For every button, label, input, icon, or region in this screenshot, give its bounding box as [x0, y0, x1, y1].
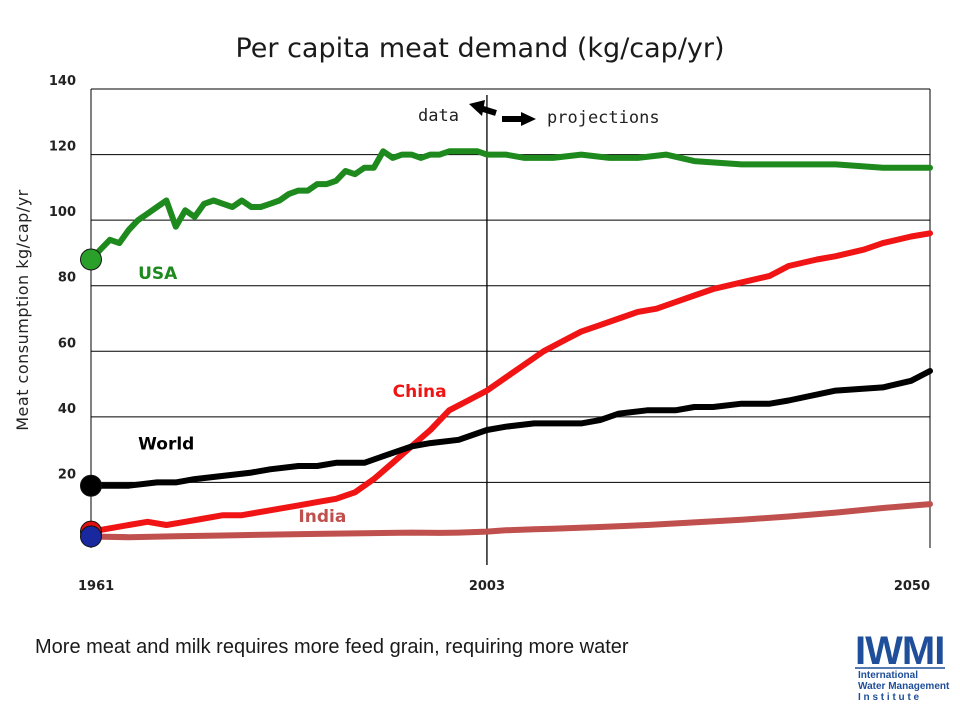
iwmi-logo: IWMI International Water Management I n … — [855, 629, 950, 703]
series-line-usa — [88, 148, 933, 263]
x-axis-ticks: 1961 2003 2050 — [78, 579, 930, 594]
projections-label: projections — [547, 108, 660, 128]
series-labels: USA World China India — [138, 264, 447, 527]
marker-usa — [80, 248, 102, 271]
series-line-india — [88, 501, 933, 541]
x-tick-label: 2050 — [894, 579, 930, 594]
logo-line-2: Water Management — [858, 681, 950, 692]
series-label-china: China — [393, 382, 447, 402]
y-tick-label: 80 — [58, 271, 76, 286]
y-tick-label: 20 — [58, 467, 76, 482]
left-arrow-icon — [469, 100, 497, 116]
logo-line-1: International — [858, 670, 918, 681]
series-label-world: World — [138, 435, 194, 455]
y-tick-label: 40 — [58, 402, 76, 417]
data-label: data — [418, 106, 459, 126]
logo-acronym: IWMI — [855, 629, 944, 673]
data-projections-annotation: data projections — [418, 100, 660, 128]
x-tick-label: 2003 — [469, 579, 505, 594]
series-label-usa: USA — [138, 264, 178, 284]
y-tick-label: 140 — [49, 74, 76, 89]
series-lines — [88, 148, 933, 541]
right-arrow-icon — [502, 112, 536, 126]
series-start-markers — [80, 248, 102, 548]
series-label-india: India — [298, 507, 346, 527]
x-tick-label: 1961 — [78, 579, 114, 594]
marker-world — [80, 474, 102, 497]
slide-caption: More meat and milk requires more feed gr… — [35, 636, 629, 658]
y-tick-label: 60 — [58, 336, 76, 351]
logo-line-3: I n s t i t u t e — [858, 692, 920, 703]
marker-india — [80, 525, 102, 548]
y-axis-ticks: 20 40 60 80 100 120 140 — [49, 74, 76, 482]
y-tick-label: 120 — [49, 140, 76, 155]
y-axis-title: Meat consumption kg/cap/yr — [13, 189, 32, 431]
y-tick-label: 100 — [49, 205, 76, 220]
series-line-china — [88, 230, 933, 535]
chart-title: Per capita meat demand (kg/cap/yr) — [235, 33, 724, 64]
series-line-world — [88, 368, 933, 489]
